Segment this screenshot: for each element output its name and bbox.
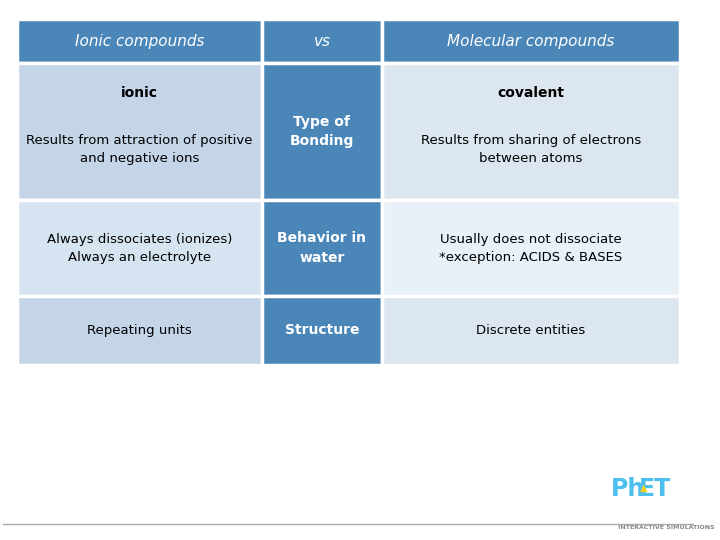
Text: Behavior in
water: Behavior in water xyxy=(277,231,366,265)
Bar xyxy=(262,63,382,200)
Text: Usually does not dissociate
*exception: ACIDS & BASES: Usually does not dissociate *exception: … xyxy=(439,233,623,264)
Text: ionic: ionic xyxy=(121,86,158,100)
Bar xyxy=(17,296,262,364)
Bar xyxy=(262,19,382,63)
Text: Ph: Ph xyxy=(611,477,645,501)
Bar xyxy=(17,19,262,63)
Text: Always dissociates (ionizes)
Always an electrolyte: Always dissociates (ionizes) Always an e… xyxy=(47,233,233,264)
Text: ET: ET xyxy=(639,477,671,501)
Text: INTERACTIVE SIMULATIONS: INTERACTIVE SIMULATIONS xyxy=(618,525,715,530)
Text: Discrete entities: Discrete entities xyxy=(476,324,585,337)
Bar xyxy=(382,296,680,364)
Text: ▲: ▲ xyxy=(641,482,648,492)
Bar xyxy=(17,63,262,200)
Bar xyxy=(382,19,680,63)
Text: covalent: covalent xyxy=(498,86,564,100)
Text: Molecular compounds: Molecular compounds xyxy=(447,33,615,49)
Text: Results from attraction of positive
and negative ions: Results from attraction of positive and … xyxy=(26,134,253,165)
Bar xyxy=(382,200,680,296)
Text: Structure: Structure xyxy=(284,323,359,338)
Bar xyxy=(382,63,680,200)
Text: Type of
Bonding: Type of Bonding xyxy=(289,115,354,148)
Text: Results from sharing of electrons
between atoms: Results from sharing of electrons betwee… xyxy=(420,134,641,165)
Bar xyxy=(262,200,382,296)
Text: vs: vs xyxy=(313,33,330,49)
Bar xyxy=(262,296,382,364)
Text: Ionic compounds: Ionic compounds xyxy=(75,33,204,49)
Bar xyxy=(17,200,262,296)
Text: Repeating units: Repeating units xyxy=(87,324,192,337)
